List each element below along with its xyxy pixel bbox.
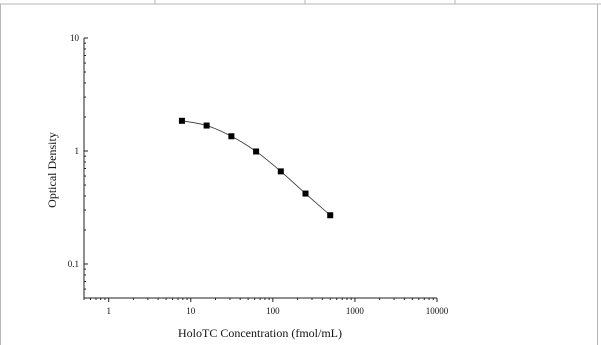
- x-tick-label: 10: [186, 306, 196, 316]
- y-axis-title: Optical Density: [45, 132, 59, 208]
- fit-curve: [181, 120, 331, 216]
- x-tick-label: 1: [106, 306, 111, 316]
- data-point: [228, 133, 235, 140]
- y-tick-label: 0.1: [68, 259, 79, 269]
- data-point: [302, 190, 309, 197]
- x-axis-title: HoloTC Concentration (fmol/mL): [178, 326, 342, 340]
- data-points-layer: [178, 117, 334, 219]
- data-point: [253, 148, 260, 155]
- y-tick-label: 1: [75, 146, 80, 156]
- data-point: [178, 117, 185, 124]
- data-point: [327, 212, 334, 219]
- y-tick-label: 10: [70, 33, 80, 43]
- x-tick-label: 100: [266, 306, 280, 316]
- x-tick-label: 1000: [346, 306, 365, 316]
- axes: 1 10 100 1000 10000 0.1 1 10: [68, 33, 449, 316]
- fit-curve-layer: [181, 120, 331, 216]
- data-point: [277, 168, 284, 175]
- data-point: [203, 122, 210, 129]
- x-tick-label: 10000: [426, 306, 449, 316]
